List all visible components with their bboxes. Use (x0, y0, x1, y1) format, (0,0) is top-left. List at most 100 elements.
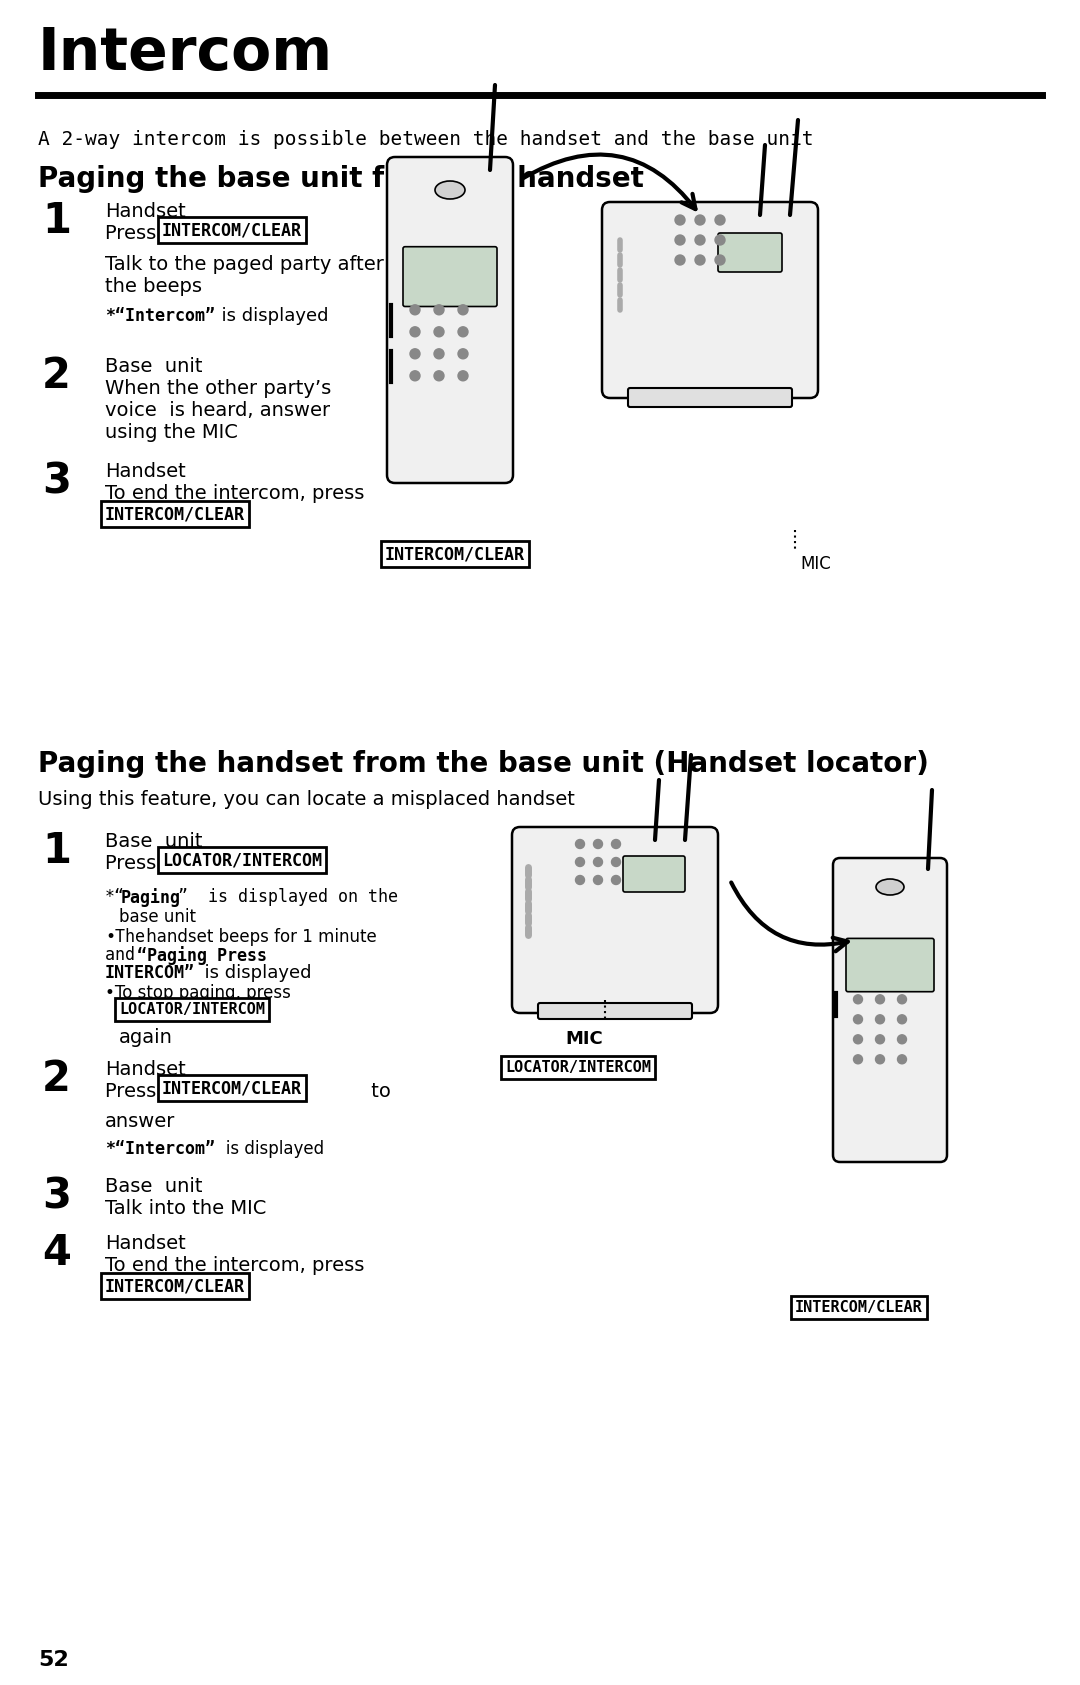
Circle shape (696, 234, 705, 244)
Circle shape (434, 305, 444, 315)
Circle shape (410, 305, 420, 315)
Circle shape (611, 876, 621, 885)
Circle shape (458, 327, 468, 337)
Text: Handset: Handset (105, 1233, 186, 1254)
Text: INTERCOM/CLEAR: INTERCOM/CLEAR (162, 221, 302, 239)
Text: is displayed: is displayed (210, 307, 328, 325)
Text: *“: *“ (105, 888, 125, 907)
Text: the beeps: the beeps (105, 276, 202, 297)
Text: 4: 4 (42, 1232, 71, 1274)
Text: 2: 2 (42, 1058, 71, 1100)
Circle shape (897, 1035, 906, 1043)
Circle shape (715, 234, 725, 244)
Text: answer: answer (105, 1112, 175, 1131)
Circle shape (876, 1055, 885, 1063)
Circle shape (675, 216, 685, 226)
Text: voice  is heard, answer: voice is heard, answer (105, 401, 330, 420)
Text: A 2-way intercom is possible between the handset and the base unit: A 2-way intercom is possible between the… (38, 130, 813, 148)
Text: INTERCOM/CLEAR: INTERCOM/CLEAR (795, 1301, 922, 1314)
Circle shape (715, 216, 725, 226)
Text: INTERCOM”: INTERCOM” (105, 964, 195, 982)
Circle shape (434, 349, 444, 359)
FancyBboxPatch shape (718, 233, 782, 271)
Circle shape (897, 1014, 906, 1024)
Text: When the other party’s: When the other party’s (105, 379, 332, 398)
Circle shape (576, 839, 584, 849)
Text: 1: 1 (42, 201, 71, 243)
Text: Paging the base unit from the handset: Paging the base unit from the handset (38, 165, 644, 194)
Text: 3: 3 (42, 460, 71, 502)
Text: *“Intercom”: *“Intercom” (105, 307, 215, 325)
Circle shape (853, 1055, 863, 1063)
Text: using the MIC: using the MIC (105, 423, 238, 441)
Text: is displayed: is displayed (193, 964, 311, 982)
FancyBboxPatch shape (602, 202, 818, 398)
Text: 3: 3 (42, 1174, 71, 1217)
Circle shape (434, 371, 444, 381)
Circle shape (594, 876, 603, 885)
Circle shape (876, 1035, 885, 1043)
Circle shape (576, 858, 584, 866)
Text: Handset: Handset (105, 202, 186, 221)
Text: •To stop paging, press: •To stop paging, press (105, 984, 291, 1003)
Circle shape (696, 216, 705, 226)
Circle shape (876, 1014, 885, 1024)
Text: INTERCOM/CLEAR: INTERCOM/CLEAR (105, 1277, 245, 1296)
Text: Paging the handset from the base unit (Handset locator): Paging the handset from the base unit (H… (38, 750, 929, 778)
Text: Press: Press (105, 224, 162, 243)
Circle shape (715, 254, 725, 265)
Text: •The: •The (105, 928, 145, 945)
FancyBboxPatch shape (627, 388, 792, 408)
FancyBboxPatch shape (403, 246, 497, 307)
Circle shape (576, 876, 584, 885)
Text: To end the intercom, press: To end the intercom, press (105, 484, 364, 504)
Circle shape (876, 994, 885, 1004)
Circle shape (853, 1014, 863, 1024)
Text: INTERCOM/CLEAR: INTERCOM/CLEAR (162, 1078, 302, 1097)
Text: Base  unit: Base unit (105, 357, 203, 376)
Text: Talk into the MIC: Talk into the MIC (105, 1200, 267, 1218)
Circle shape (458, 349, 468, 359)
Circle shape (853, 994, 863, 1004)
Text: MIC: MIC (565, 1030, 603, 1048)
Circle shape (458, 371, 468, 381)
Ellipse shape (876, 880, 904, 895)
Text: and: and (105, 945, 145, 964)
FancyBboxPatch shape (512, 827, 718, 1013)
Text: MIC: MIC (800, 554, 831, 573)
FancyBboxPatch shape (623, 856, 685, 891)
FancyBboxPatch shape (833, 858, 947, 1163)
Circle shape (594, 858, 603, 866)
Text: base unit: base unit (119, 908, 195, 927)
Circle shape (696, 254, 705, 265)
Text: *“Intercom”: *“Intercom” (105, 1141, 215, 1158)
Text: Paging: Paging (121, 888, 181, 907)
Text: INTERCOM/CLEAR: INTERCOM/CLEAR (384, 544, 525, 563)
Text: handset beeps for 1 minute: handset beeps for 1 minute (141, 928, 377, 945)
Circle shape (611, 839, 621, 849)
Text: Press: Press (105, 1082, 162, 1100)
Text: Intercom: Intercom (38, 25, 333, 83)
Circle shape (410, 327, 420, 337)
Circle shape (897, 1055, 906, 1063)
Ellipse shape (435, 180, 465, 199)
Text: 52: 52 (38, 1650, 69, 1670)
Circle shape (410, 349, 420, 359)
Circle shape (434, 327, 444, 337)
FancyBboxPatch shape (846, 939, 934, 992)
Circle shape (611, 858, 621, 866)
Text: is displayed: is displayed (210, 1141, 324, 1158)
Text: Handset: Handset (105, 1060, 186, 1078)
Text: LOCATOR/INTERCOM: LOCATOR/INTERCOM (505, 1060, 651, 1075)
Text: ”  is displayed on the: ” is displayed on the (178, 888, 399, 907)
Text: 1: 1 (42, 831, 71, 873)
Circle shape (410, 371, 420, 381)
Text: Handset: Handset (105, 462, 186, 480)
Text: INTERCOM/CLEAR: INTERCOM/CLEAR (105, 506, 245, 522)
Circle shape (897, 994, 906, 1004)
Text: Base  unit: Base unit (105, 832, 203, 851)
Text: Press: Press (105, 854, 162, 873)
Circle shape (675, 234, 685, 244)
Text: again: again (119, 1028, 173, 1046)
Text: LOCATOR/INTERCOM: LOCATOR/INTERCOM (162, 851, 322, 869)
